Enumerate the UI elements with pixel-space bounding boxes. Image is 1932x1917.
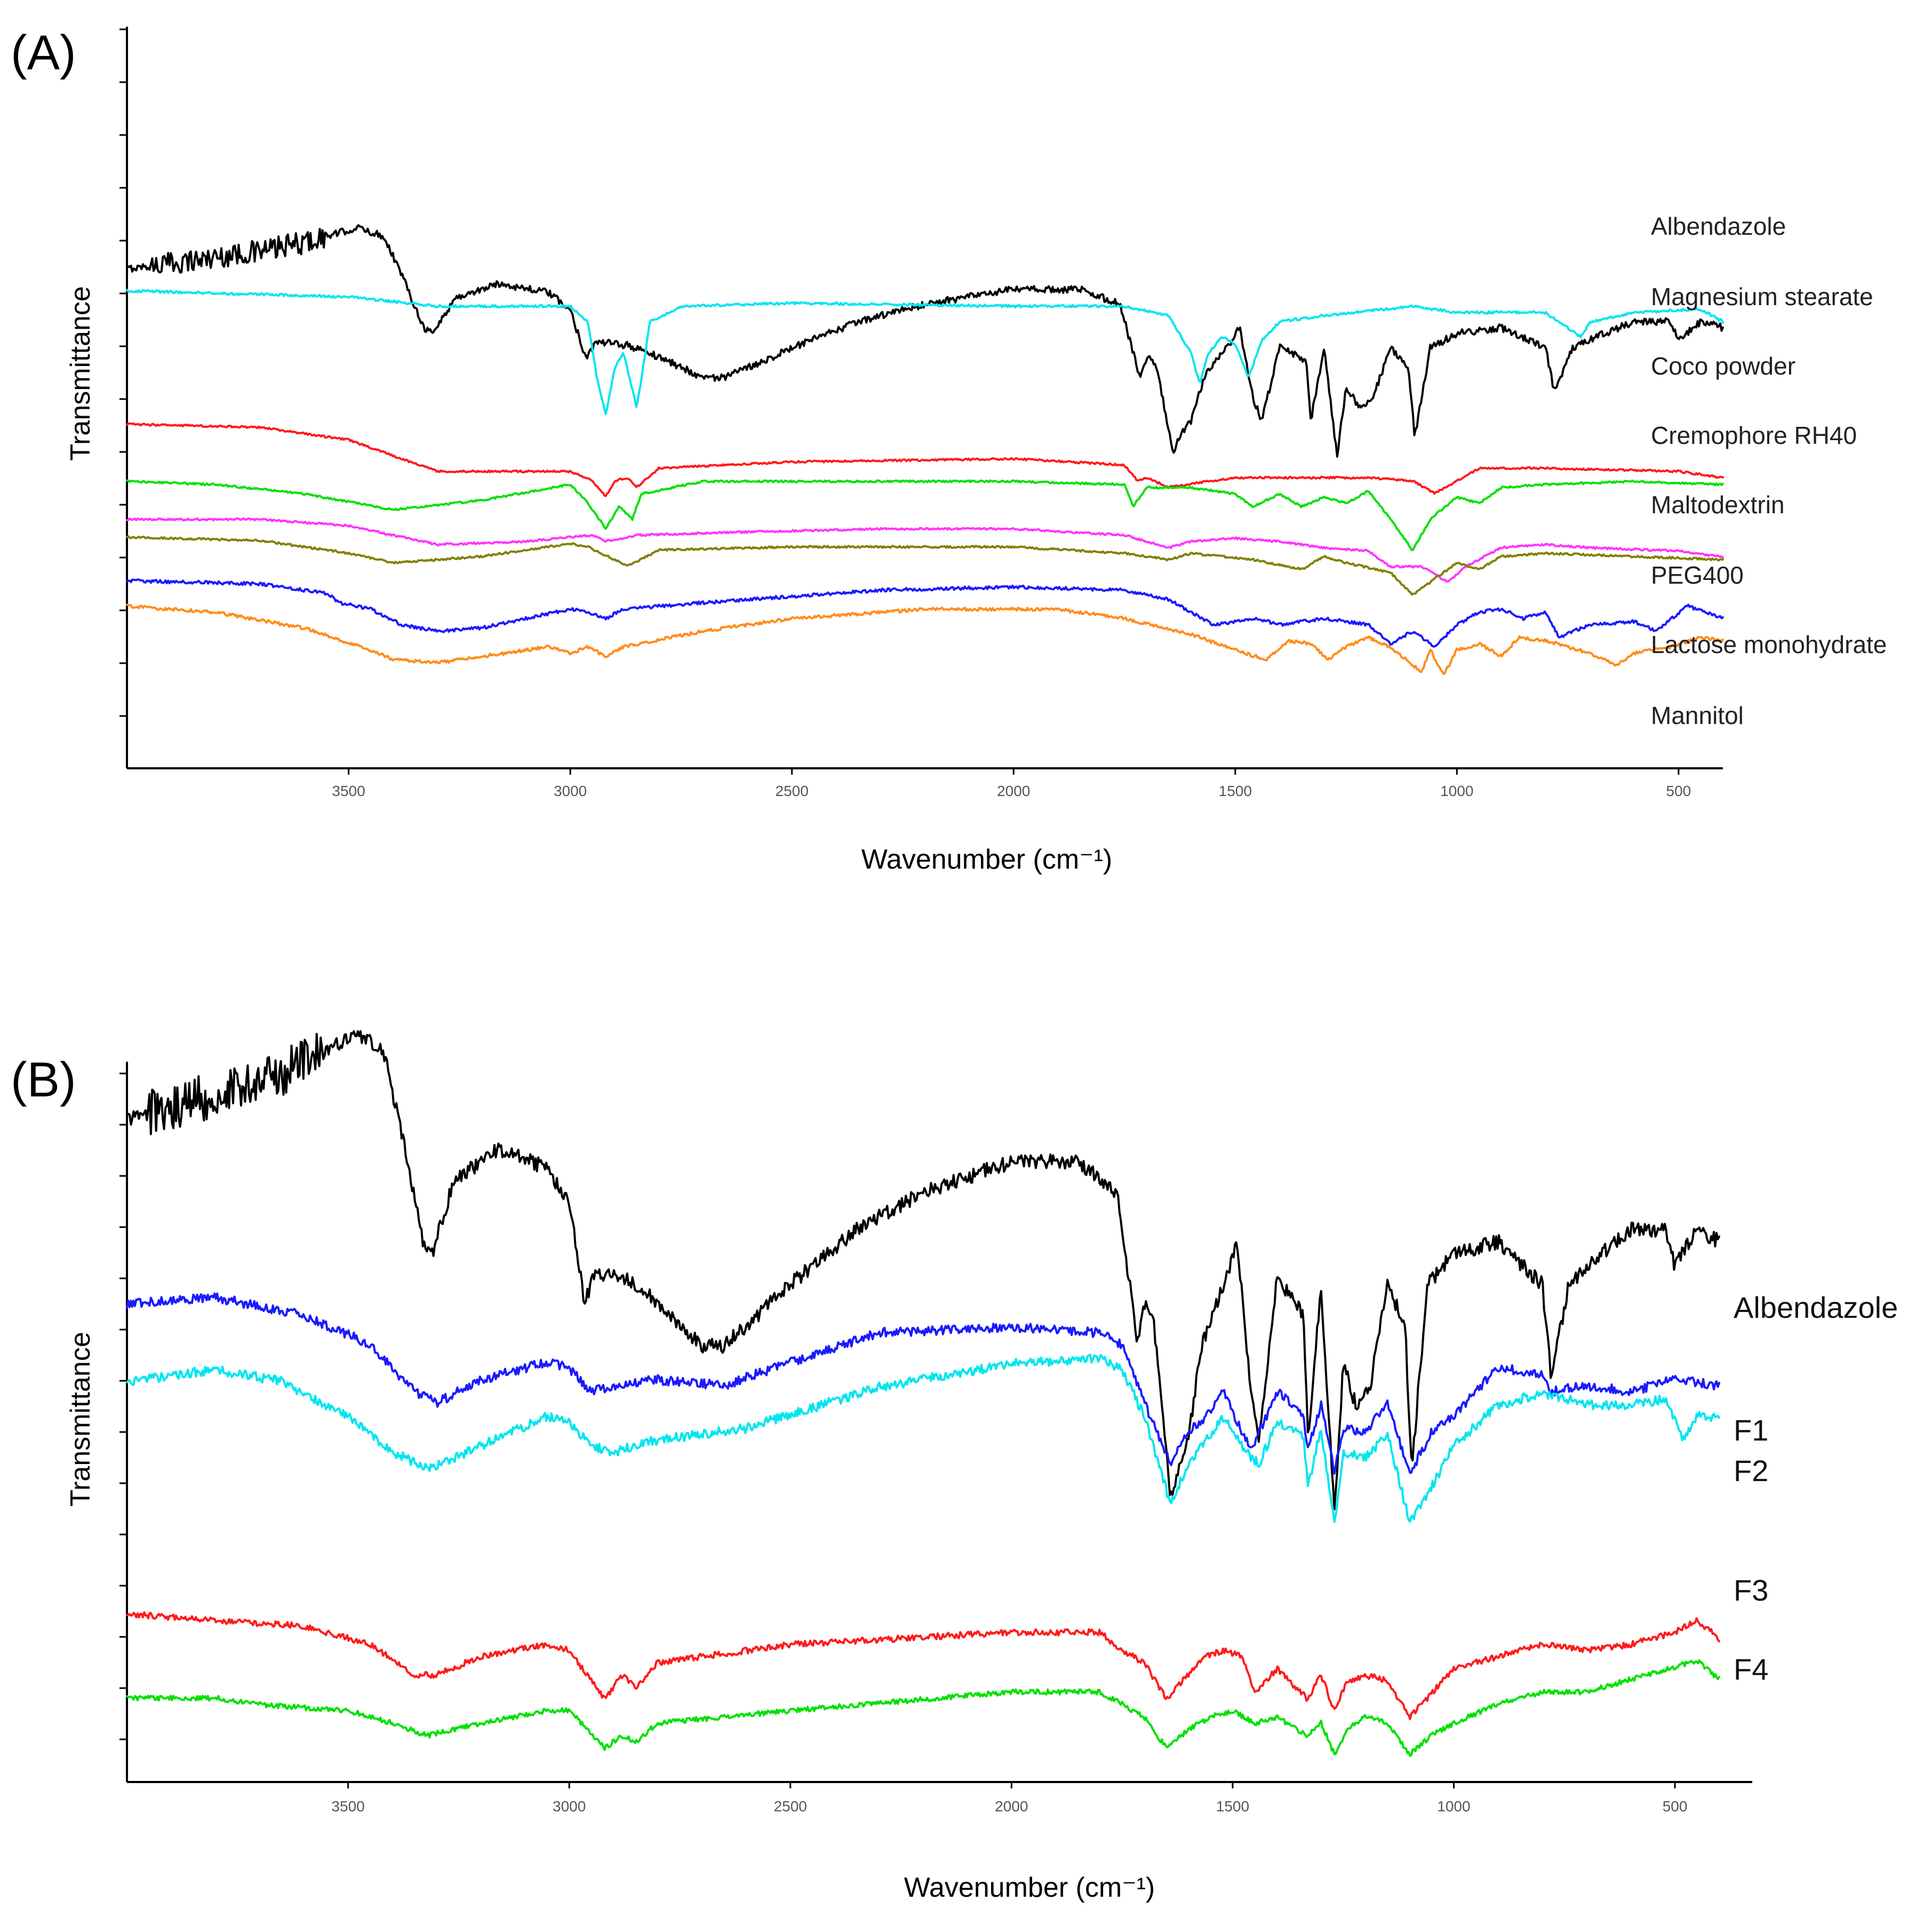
- legend-label: F4: [1734, 1652, 1768, 1686]
- x-tick-label: 3000: [553, 1798, 586, 1815]
- series-line-f4: [126, 1659, 1720, 1757]
- panel-b-traces: [126, 1030, 1720, 1757]
- series-line-lactose-monohydrate: [126, 578, 1724, 648]
- legend-label: F3: [1734, 1573, 1768, 1607]
- panel-b-label: (B): [11, 1053, 76, 1107]
- series-line-f1: [126, 1292, 1720, 1475]
- x-tick-label: 1500: [1219, 783, 1252, 799]
- legend-label: F2: [1734, 1454, 1768, 1488]
- panel-b: (B) 3500 3000 2500 2000 1500 1000 500 Albendaz…: [11, 1030, 1898, 1903]
- series-line-mannitol: [126, 603, 1724, 675]
- x-tick-label: 2000: [995, 1798, 1028, 1815]
- series-line-albendazole: [126, 1030, 1720, 1510]
- panel-a-label: (A): [11, 26, 76, 80]
- panel-a-y-label: Transmittance: [65, 286, 96, 461]
- legend-label: F1: [1734, 1413, 1768, 1447]
- legend-label: Cremophore RH40: [1651, 421, 1857, 449]
- x-tick-label: 2500: [776, 783, 809, 799]
- panel-a: (A) 3500 3000 2500 2000 1500 1000 500 Albendaz…: [11, 26, 1887, 875]
- legend-label: Coco powder: [1651, 352, 1795, 380]
- x-tick-label: 1500: [1216, 1798, 1249, 1815]
- x-tick-label: 2000: [997, 783, 1030, 799]
- panel-b-y-ticks: [119, 1072, 127, 1740]
- panel-a-legend: Albendazole Magnesium stearate Coco powder…: [1651, 212, 1887, 729]
- x-tick-label: 3500: [331, 1798, 364, 1815]
- panel-b-x-label: Wavenumber (cm⁻¹): [904, 1872, 1155, 1903]
- legend-label: Albendazole: [1651, 212, 1786, 240]
- panel-a-y-ticks: [119, 28, 127, 717]
- legend-label: Albendazole: [1734, 1291, 1898, 1324]
- series-line-f3: [126, 1611, 1720, 1721]
- panel-a-x-label: Wavenumber (cm⁻¹): [861, 844, 1112, 875]
- series-line-peg400: [126, 535, 1724, 596]
- legend-label: Magnesium stearate: [1651, 283, 1873, 311]
- panel-a-x-ticks: 3500 3000 2500 2000 1500 1000 500: [332, 768, 1691, 799]
- x-tick-label: 3000: [554, 783, 587, 799]
- series-line-f2: [126, 1354, 1720, 1523]
- x-tick-label: 3500: [332, 783, 365, 799]
- series-line-albendazole: [126, 224, 1724, 458]
- x-tick-label: 500: [1663, 1798, 1688, 1815]
- legend-label: PEG400: [1651, 561, 1744, 589]
- panel-b-x-ticks: 3500 3000 2500 2000 1500 1000 500: [331, 1782, 1687, 1815]
- panel-b-legend: Albendazole F1 F2 F3 F4: [1734, 1291, 1898, 1686]
- x-tick-label: 1000: [1437, 1798, 1470, 1815]
- legend-label: Maltodextrin: [1651, 491, 1785, 519]
- legend-label: Mannitol: [1651, 702, 1744, 729]
- x-tick-label: 2500: [774, 1798, 807, 1815]
- series-line-magnesium-stearate: [126, 289, 1724, 416]
- panel-b-y-label: Transmittance: [65, 1332, 96, 1507]
- series-line-cremophore-rh40: [126, 479, 1724, 551]
- x-tick-label: 1000: [1440, 783, 1473, 799]
- legend-label: Lactose monohydrate: [1651, 631, 1887, 658]
- x-tick-label: 500: [1666, 783, 1691, 799]
- series-line-coco-powder: [126, 422, 1724, 497]
- series-line-maltodextrin: [126, 517, 1724, 583]
- panel-a-traces: [126, 224, 1724, 675]
